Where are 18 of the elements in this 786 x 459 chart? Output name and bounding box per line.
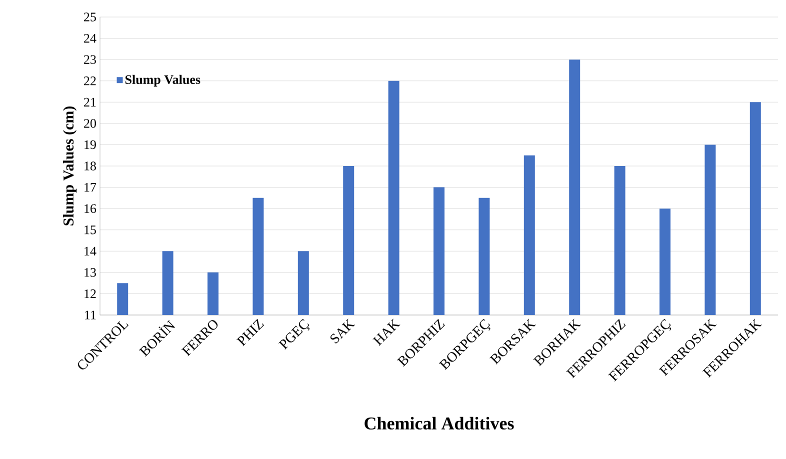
y-tick-label: 18 [84, 162, 96, 170]
y-tick-label: 11 [85, 310, 96, 320]
y-tick-label: 23 [84, 55, 96, 64]
legend-label: Slump Values [125, 74, 200, 87]
x-axis-title: Chemical Additives [364, 416, 514, 430]
y-tick-label: 22 [84, 76, 96, 86]
y-tick-label: 19 [84, 140, 96, 150]
y-axis-title: Slump Values (cm) [63, 106, 77, 226]
y-tick-label: 15 [84, 226, 96, 234]
y-tick-label: 12 [84, 289, 96, 298]
y-tick-label: 25 [84, 12, 96, 22]
y-tick-label: 24 [84, 34, 96, 43]
y-tick-label: 16 [84, 204, 96, 213]
y-tick-label: 13 [84, 268, 96, 277]
y-tick-label: 14 [84, 246, 96, 256]
y-tick-label: 21 [84, 98, 96, 106]
y-tick-label: 17 [84, 183, 96, 192]
y-tick-label: 20 [84, 119, 96, 128]
